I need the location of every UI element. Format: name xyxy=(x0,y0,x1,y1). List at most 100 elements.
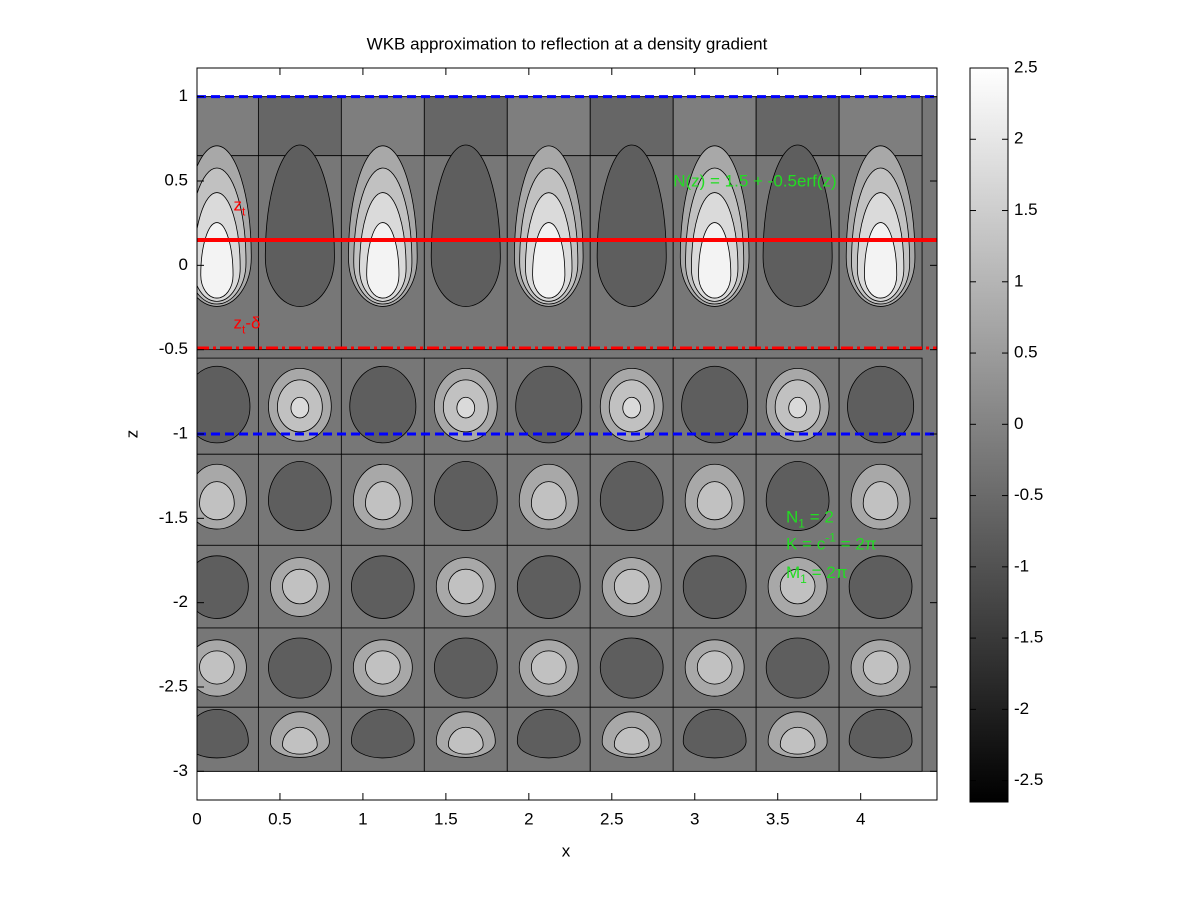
contour-level xyxy=(197,709,249,759)
x-tick-label: 3 xyxy=(690,809,699,828)
annotation-part: = 2 xyxy=(805,508,834,527)
x-tick-label: 1 xyxy=(358,809,367,828)
annotation-part: -δ xyxy=(245,314,260,333)
contour-level xyxy=(765,461,830,531)
contour-level xyxy=(862,650,899,685)
annotation: K = c-1 = 2π xyxy=(786,530,876,553)
colorbar-tick-label: 2.5 xyxy=(1014,57,1038,76)
annotation-part: 1 xyxy=(800,572,807,586)
colorbar-tick-label: -1 xyxy=(1014,556,1029,575)
contour-level xyxy=(848,709,913,759)
contour-level xyxy=(762,145,833,307)
contour-level xyxy=(433,461,498,531)
chart-title: WKB approximation to reflection at a den… xyxy=(367,34,768,53)
contour-level xyxy=(613,568,650,605)
contour-level xyxy=(447,568,484,605)
x-tick-label: 2 xyxy=(524,809,533,828)
contour-level xyxy=(862,481,899,521)
y-tick-label: -1 xyxy=(173,423,188,442)
contour-level xyxy=(530,481,567,521)
contour-level xyxy=(613,726,650,755)
annotation: N(z) = 1.5 + -0.5erf(z) xyxy=(673,172,836,191)
contour-level xyxy=(447,726,484,755)
contour-level xyxy=(268,461,332,531)
annotation-part: N(z) = 1.5 + -0.5erf(z) xyxy=(673,172,836,191)
colorbar-tick-label: -2 xyxy=(1014,699,1029,718)
contour-level xyxy=(349,365,417,444)
contour-level xyxy=(365,481,401,521)
y-tick-label: 0 xyxy=(179,255,188,274)
x-axis-label: x xyxy=(562,841,571,860)
contour-level xyxy=(199,481,235,521)
contour-level xyxy=(779,568,816,605)
contour-level xyxy=(199,650,235,685)
colorbar-tick-label: 1.5 xyxy=(1014,200,1038,219)
contour-level xyxy=(622,396,642,419)
annotation-part: K = c xyxy=(786,535,826,554)
contour-level xyxy=(530,650,567,685)
colorbar-tick-label: -2.5 xyxy=(1014,770,1043,789)
contour-level xyxy=(847,366,915,443)
contour-level xyxy=(456,396,476,419)
colorbar-tick-label: 1 xyxy=(1014,271,1023,290)
contour-level xyxy=(264,145,335,307)
x-tick-label: 0 xyxy=(192,809,201,828)
contour-level xyxy=(848,555,913,619)
annotation-part: z xyxy=(234,196,243,215)
contour-level xyxy=(268,637,332,699)
colorbar-tick-label: -0.5 xyxy=(1014,485,1043,504)
contour-level xyxy=(430,145,501,307)
x-tick-label: 0.5 xyxy=(268,809,292,828)
x-tick-label: 1.5 xyxy=(434,809,458,828)
contour-level xyxy=(282,726,318,755)
colorbar-tick-label: 0.5 xyxy=(1014,343,1038,362)
y-tick-label: -0.5 xyxy=(159,339,188,358)
y-tick-label: 1 xyxy=(179,86,188,105)
x-tick-label: 2.5 xyxy=(600,809,624,828)
annotation: zt xyxy=(234,196,247,219)
annotation: M1 = 2π xyxy=(786,563,847,586)
contour-level xyxy=(350,709,415,759)
contour-level xyxy=(681,365,749,444)
y-axis-label: z xyxy=(122,430,141,439)
annotation-part: M xyxy=(786,563,800,582)
annotation-part: 1 xyxy=(798,517,805,531)
colorbar xyxy=(969,67,1009,803)
contour-level xyxy=(290,397,310,419)
annotation-part: t xyxy=(242,323,246,337)
colorbar-tick-label: 2 xyxy=(1014,129,1023,148)
contour-level xyxy=(599,637,664,699)
contour-level xyxy=(596,144,667,307)
annotation-part: N xyxy=(786,508,798,527)
y-tick-label: 0.5 xyxy=(164,170,188,189)
x-tick-label: 4 xyxy=(856,809,865,828)
contour-level xyxy=(365,650,401,685)
contour-level xyxy=(516,708,581,759)
annotation: zt-δ xyxy=(234,314,261,337)
annotation-part: = 2π xyxy=(807,563,848,582)
annotation: N1 = 2 xyxy=(786,508,834,531)
contour-level xyxy=(682,708,747,759)
y-tick-label: -2.5 xyxy=(159,676,188,695)
colorbar-tick-label: -1.5 xyxy=(1014,628,1043,647)
contour-level xyxy=(779,726,816,755)
contour-level xyxy=(350,555,415,619)
contour-level xyxy=(282,568,318,605)
contour-level xyxy=(599,461,664,531)
colorbar-tick-label: 0 xyxy=(1014,414,1023,433)
y-tick-label: -1.5 xyxy=(159,508,188,527)
y-tick-label: -2 xyxy=(173,592,188,611)
contour-level xyxy=(197,365,251,444)
contour-level xyxy=(696,650,733,685)
annotation-part: z xyxy=(234,314,243,333)
annotation-part: -1 xyxy=(825,530,836,544)
contour-level xyxy=(433,637,498,699)
contour-level xyxy=(765,637,830,699)
contour-level xyxy=(197,555,249,619)
annotation-part: t xyxy=(242,204,246,218)
y-tick-label: -3 xyxy=(173,761,188,780)
contour-level xyxy=(516,555,581,619)
